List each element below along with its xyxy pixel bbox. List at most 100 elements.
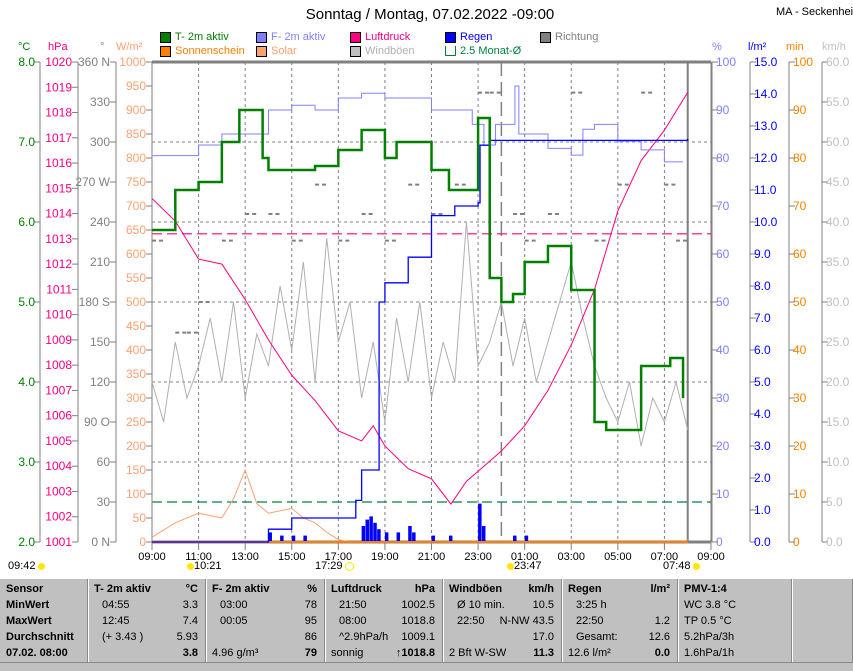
rain-tick-label: 1.0 bbox=[754, 503, 771, 517]
rain-tick-label: 7.0 bbox=[754, 311, 771, 325]
rain-tick-label: 10.0 bbox=[754, 215, 778, 229]
direction-tick-label: 270 W bbox=[75, 175, 110, 189]
table-column bbox=[206, 579, 325, 663]
sunmin-unit-label: min bbox=[786, 41, 804, 53]
gust-tick-label: 20.0 bbox=[826, 375, 850, 389]
pressure-tick-label: 1013 bbox=[45, 232, 72, 246]
rain-tick-label: 9.0 bbox=[754, 247, 771, 261]
table-value: 3.8 bbox=[182, 647, 198, 659]
column-unit: l/m² bbox=[650, 583, 670, 595]
solar-tick-label: 650 bbox=[126, 223, 146, 237]
sunset-icon bbox=[344, 561, 354, 571]
table-value: 11.3 bbox=[533, 647, 554, 659]
direction-tick-label: 60 bbox=[97, 455, 111, 469]
column-header: T- 2m aktiv bbox=[94, 583, 151, 595]
rain-bar bbox=[513, 535, 517, 542]
table-cell: 5.2hPa/3h bbox=[684, 631, 735, 643]
solar-tick-label: 200 bbox=[126, 439, 146, 453]
legend-swatch bbox=[445, 31, 456, 43]
rain-bar bbox=[373, 522, 377, 542]
humidity-tick-label: 10 bbox=[716, 487, 730, 501]
rain-bar bbox=[412, 532, 416, 542]
temp-tick-label: 2.0 bbox=[18, 535, 35, 549]
legend-label: Luftdruck bbox=[365, 31, 411, 43]
rain-tick-label: 2.0 bbox=[754, 471, 771, 485]
table-cell: (+ 3.43 ) bbox=[102, 631, 144, 643]
time-tick-label: 01:00 bbox=[511, 551, 539, 560]
legend-swatch bbox=[256, 31, 267, 43]
legend-swatch bbox=[160, 45, 171, 57]
station-name: MA - Seckenheim bbox=[776, 6, 853, 18]
pressure-tick-label: 1011 bbox=[46, 282, 72, 296]
table-value: 1009.1 bbox=[401, 631, 435, 643]
series-luftdruck bbox=[151, 92, 689, 505]
page-title: Sonntag / Montag, 07.02.2022 -09:00 bbox=[305, 6, 555, 23]
column-header: F- 2m aktiv bbox=[212, 583, 270, 595]
sunrise-icon bbox=[692, 562, 700, 570]
gust-axis: 60.0 55.0 50.0 45.0 40.0 35.0 30.0 25.0 20.0 15.0… bbox=[821, 55, 850, 549]
time-tick-label: 09:00 bbox=[138, 551, 166, 560]
gust-tick-label: 25.0 bbox=[826, 335, 850, 349]
column-header: PMV-1:4 bbox=[684, 583, 727, 595]
pressure-tick-label: 1018 bbox=[45, 106, 72, 120]
direction-tick-label: 30 bbox=[97, 495, 111, 509]
rain-tick-label: 12.0 bbox=[754, 151, 778, 165]
legend-swatch bbox=[350, 31, 361, 43]
table-cell: 22:50 bbox=[457, 615, 485, 627]
table-cell: ^2.9hPa/h bbox=[339, 631, 389, 643]
legend-item: T- 2m aktiv bbox=[160, 31, 229, 43]
solar-tick-label: 0 bbox=[139, 535, 146, 549]
table-value: 3.3 bbox=[182, 599, 198, 611]
table-cell: Gesamt: bbox=[576, 631, 618, 643]
solar-axis: 1000950900850800750700650600550500450400… bbox=[119, 55, 153, 549]
event-moonset: 09:42 bbox=[8, 560, 45, 572]
rain-bar bbox=[361, 526, 366, 542]
pressure-tick-label: 1009 bbox=[45, 333, 72, 347]
temp-tick-label: 7.0 bbox=[18, 135, 35, 149]
humidity-tick-label: 90 bbox=[716, 103, 730, 117]
sunmin-tick-label: 70 bbox=[793, 199, 807, 213]
gust-tick-label: 15.0 bbox=[826, 415, 850, 429]
table-value: 10.5 bbox=[532, 599, 554, 611]
pressure-axis: 1020 1019 1018 1017 1016 1015 1014 1013 1012 1011… bbox=[45, 55, 79, 549]
solar-tick-label: 500 bbox=[126, 295, 146, 309]
solar-tick-label: 600 bbox=[126, 247, 146, 261]
legend-label: 2.5 Monat-Ø bbox=[460, 45, 522, 57]
table-value: 1018.8 bbox=[401, 615, 435, 627]
direction-tick-label: 120 bbox=[90, 375, 110, 389]
solar-tick-label: 1000 bbox=[119, 55, 146, 69]
table-column bbox=[0, 579, 88, 663]
temp-tick-label: 4.0 bbox=[18, 375, 35, 389]
pressure-tick-label: 1015 bbox=[45, 181, 72, 195]
direction-tick-label: 240 bbox=[90, 215, 110, 229]
table-cell: 2 Bft W-SW bbox=[449, 647, 507, 659]
event-sunrise: 07:48 bbox=[663, 560, 700, 572]
legend-label: Windböen bbox=[365, 45, 415, 57]
table-value: 7.4 bbox=[182, 615, 198, 627]
table-value: 5.93 bbox=[176, 631, 198, 643]
solar-tick-label: 450 bbox=[126, 319, 146, 333]
solar-tick-label: 50 bbox=[133, 511, 147, 525]
column-unit: hPa bbox=[414, 583, 435, 595]
pressure-tick-label: 1007 bbox=[45, 383, 72, 397]
time-tick-label: 19:00 bbox=[371, 551, 399, 560]
event-time: 07:48 bbox=[663, 560, 691, 572]
status-bar bbox=[0, 662, 853, 671]
pressure-tick-label: 1012 bbox=[45, 257, 72, 271]
table-cell: TP 0.5 °C bbox=[684, 615, 732, 627]
table-column bbox=[792, 579, 853, 663]
series-f-2m-aktiv bbox=[152, 85, 684, 163]
time-tick-label: 23:00 bbox=[464, 551, 492, 560]
solar-tick-label: 800 bbox=[126, 151, 146, 165]
rain-bar bbox=[408, 526, 412, 542]
table-cell: 12:45 bbox=[102, 615, 130, 627]
event-moonset: 23:47 bbox=[505, 560, 542, 572]
event-moonrise: 10:21 bbox=[185, 560, 222, 572]
rain-bar bbox=[291, 535, 296, 542]
legend-item: Luftdruck bbox=[350, 31, 410, 43]
legend-item: Solar bbox=[256, 45, 297, 57]
legend-label: Richtung bbox=[555, 31, 599, 43]
rain-tick-label: 11.0 bbox=[754, 183, 777, 197]
event-time: 10:21 bbox=[194, 560, 222, 572]
